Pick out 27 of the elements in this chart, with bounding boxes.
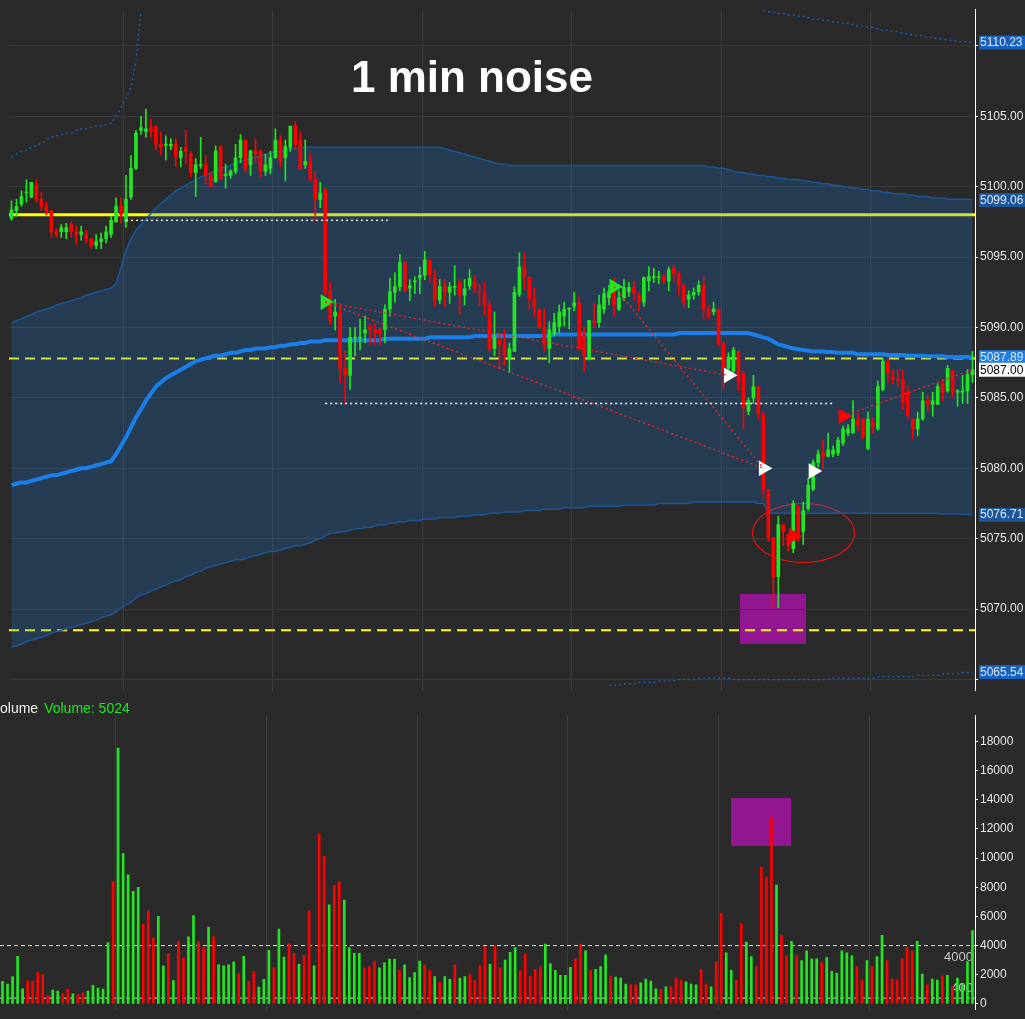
data-label: 5099.06 [980, 192, 1024, 207]
y-tick-label: 16000 [980, 762, 1014, 777]
y-tick-label: 2000 [980, 967, 1008, 982]
y-tick-label: 5075.00 [980, 531, 1024, 546]
text: 5087.00 [980, 362, 1024, 377]
y-tick-label: 14000 [980, 791, 1014, 806]
y-tick-label: 4000 [980, 937, 1008, 952]
data-label: 5087.89 [980, 349, 1024, 364]
y-tick-label: 12000 [980, 821, 1014, 836]
text: 1 min noise [350, 52, 594, 102]
y-tick-label: 5080.00 [980, 460, 1024, 475]
y-tick-label: 6000 [980, 908, 1008, 923]
annotation: olume [0, 699, 39, 716]
data-label: 5065.54 [980, 664, 1024, 679]
y-tick-label: 5095.00 [980, 249, 1024, 264]
y-tick-label: 5085.00 [980, 390, 1024, 405]
y-tick-label: 5105.00 [980, 108, 1024, 123]
data-label: 5076.71 [980, 507, 1024, 522]
annotation: Volume: 5024 [44, 699, 130, 716]
y-tick-label: 18000 [980, 733, 1014, 748]
y-tick-label: 8000 [980, 879, 1008, 894]
y-tick-label: 0 [980, 996, 987, 1011]
data-label: 5110.23 [980, 35, 1023, 50]
y-tick-label: 5090.00 [980, 319, 1024, 334]
y-tick-label: 5100.00 [980, 178, 1024, 193]
y-tick-label: 10000 [980, 850, 1014, 865]
y-tick-label: 5070.00 [980, 601, 1024, 616]
